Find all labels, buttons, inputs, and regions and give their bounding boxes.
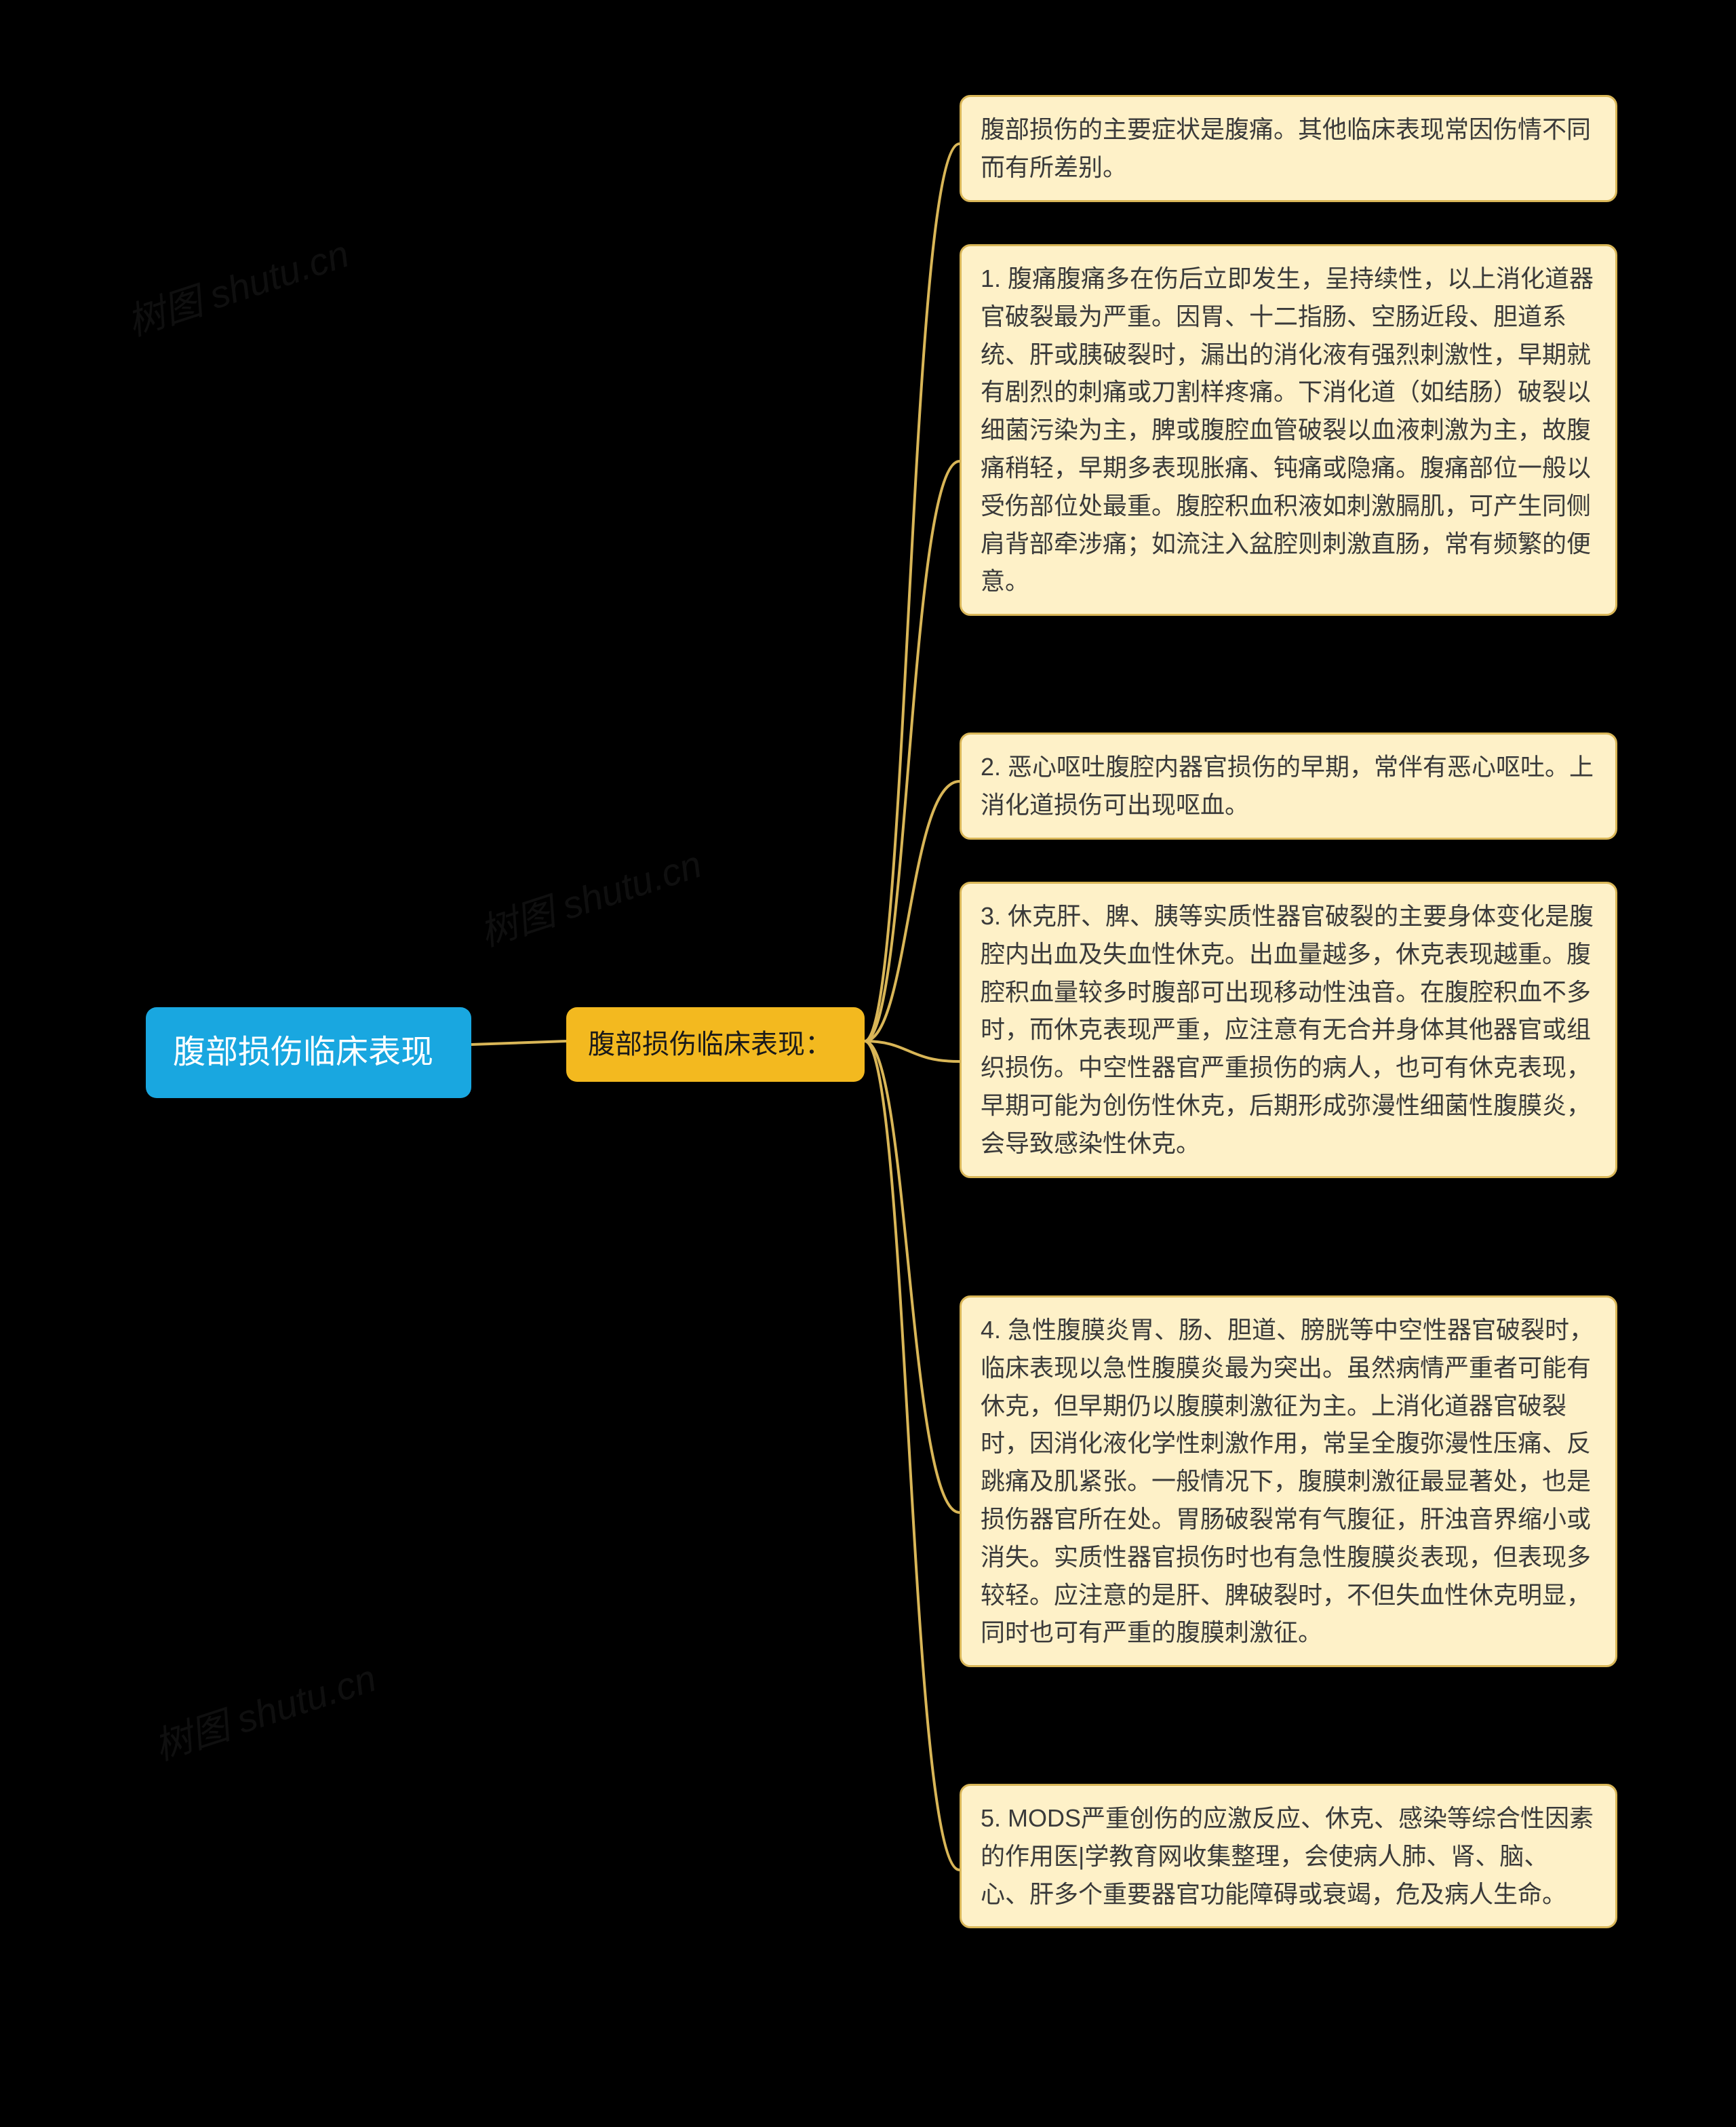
level1-label: 腹部损伤临床表现： (588, 1030, 832, 1059)
leaf-node[interactable]: 1. 腹痛腹痛多在伤后立即发生，呈持续性，以上消化道器官破裂最为严重。因胃、十二… (960, 244, 1617, 616)
leaf-text: 1. 腹痛腹痛多在伤后立即发生，呈持续性，以上消化道器官破裂最为严重。因胃、十二… (981, 265, 1594, 595)
leaf-node[interactable]: 4. 急性腹膜炎胃、肠、胆道、膀胱等中空性器官破裂时，临床表现以急性腹膜炎最为突… (960, 1295, 1617, 1667)
root-node[interactable]: 腹部损伤临床表现 (146, 1007, 471, 1098)
leaf-text: 5. MODS严重创伤的应激反应、休克、感染等综合性因素的作用医|学教育网收集整… (981, 1804, 1594, 1908)
level1-node[interactable]: 腹部损伤临床表现： (566, 1007, 865, 1082)
leaf-text: 腹部损伤的主要症状是腹痛。其他临床表现常因伤情不同而有所差别。 (981, 115, 1591, 181)
leaf-node[interactable]: 5. MODS严重创伤的应激反应、休克、感染等综合性因素的作用医|学教育网收集整… (960, 1784, 1617, 1928)
root-label: 腹部损伤临床表现 (173, 1034, 433, 1070)
leaf-text: 2. 恶心呕吐腹腔内器官损伤的早期，常伴有恶心呕吐。上消化道损伤可出现呕血。 (981, 753, 1594, 819)
watermark: 树图 shutu.cn (119, 224, 355, 347)
leaf-node[interactable]: 腹部损伤的主要症状是腹痛。其他临床表现常因伤情不同而有所差别。 (960, 95, 1617, 202)
watermark: 树图 shutu.cn (146, 1648, 382, 1772)
leaf-node[interactable]: 3. 休克肝、脾、胰等实质性器官破裂的主要身体变化是腹腔内出血及失血性休克。出血… (960, 882, 1617, 1178)
leaf-text: 4. 急性腹膜炎胃、肠、胆道、膀胱等中空性器官破裂时，临床表现以急性腹膜炎最为突… (981, 1316, 1594, 1646)
leaf-text: 3. 休克肝、脾、胰等实质性器官破裂的主要身体变化是腹腔内出血及失血性休克。出血… (981, 902, 1594, 1157)
leaf-node[interactable]: 2. 恶心呕吐腹腔内器官损伤的早期，常伴有恶心呕吐。上消化道损伤可出现呕血。 (960, 733, 1617, 840)
watermark: 树图 shutu.cn (472, 834, 708, 958)
